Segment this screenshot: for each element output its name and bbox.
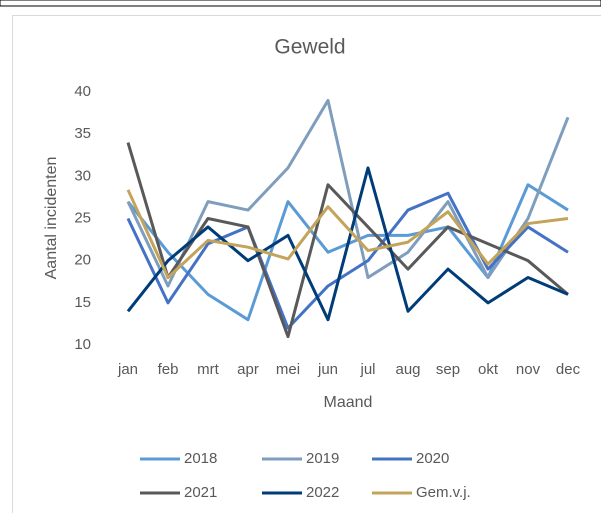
y-tick-label: 40 xyxy=(74,83,91,100)
x-tick-label: aug xyxy=(395,361,420,378)
x-axis-title: Maand xyxy=(324,394,373,411)
series-line xyxy=(126,98,570,288)
legend-label: 2022 xyxy=(306,484,339,501)
legend-label: 2019 xyxy=(306,450,339,467)
x-tick-label: jun xyxy=(317,361,338,378)
x-tick-label: feb xyxy=(158,361,179,378)
series-line xyxy=(126,189,569,280)
series-line xyxy=(126,142,569,339)
y-tick-label: 15 xyxy=(74,294,91,311)
x-tick-label: mrt xyxy=(197,361,219,378)
table-strip xyxy=(0,0,601,7)
legend-label: 2020 xyxy=(416,450,449,467)
series-line xyxy=(126,166,569,322)
y-tick-label: 35 xyxy=(74,125,91,142)
x-tick-label: okt xyxy=(478,361,499,378)
x-tick-label: mei xyxy=(276,361,300,378)
x-tick-label: sep xyxy=(436,361,460,378)
y-tick-label: 20 xyxy=(74,252,91,269)
x-tick-label: apr xyxy=(237,361,259,378)
legend-label: Gem.v.j. xyxy=(416,484,471,501)
x-tick-label: jan xyxy=(117,361,138,378)
x-tick-label: jul xyxy=(359,361,375,378)
chart-title: Geweld xyxy=(274,36,345,59)
legend-label: 2018 xyxy=(184,450,217,467)
y-axis-title: Aantal incidenten xyxy=(43,157,60,280)
x-tick-label: nov xyxy=(516,361,541,378)
y-tick-label: 25 xyxy=(74,209,91,226)
legend-label: 2021 xyxy=(184,484,217,501)
series-line xyxy=(126,191,569,330)
y-tick-label: 30 xyxy=(74,167,91,184)
x-tick-label: dec xyxy=(556,361,581,378)
y-tick-label: 10 xyxy=(74,336,91,353)
